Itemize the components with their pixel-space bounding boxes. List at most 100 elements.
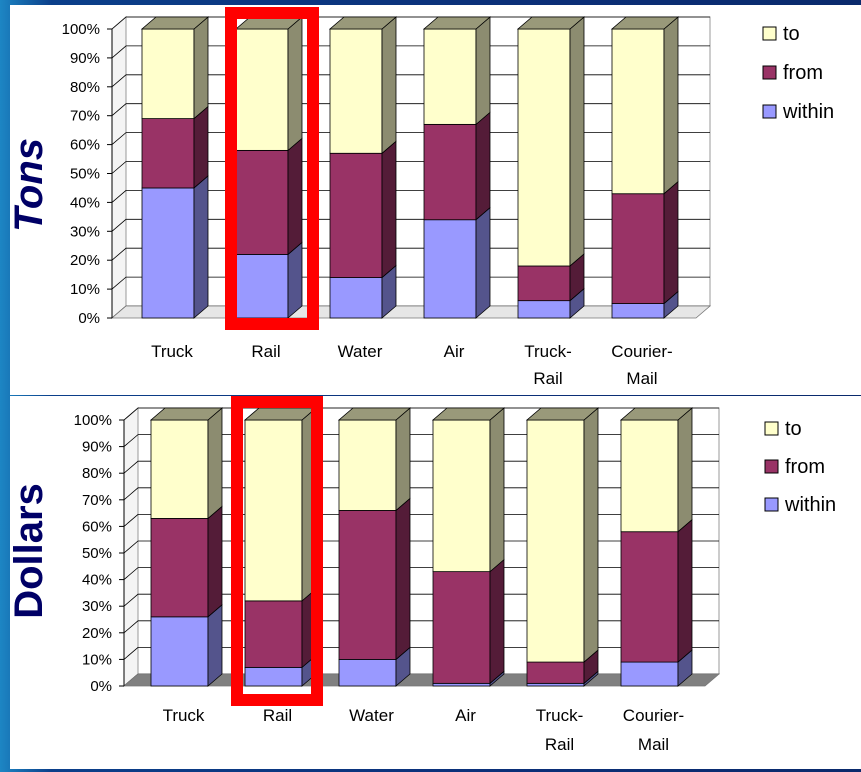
legend-label-from: from xyxy=(783,62,823,84)
y-tick-label: 90% xyxy=(82,439,112,456)
y-tick-label: 40% xyxy=(82,572,112,589)
chart-panel-tons: 0% 10% 20% 30% 40% 50% 60% 70% 80% 90% 100% Truck Ra… xyxy=(7,5,861,395)
legend-swatch-within xyxy=(762,104,777,119)
bar-front xyxy=(423,123,477,221)
bar-front xyxy=(620,531,679,663)
bar-front xyxy=(338,419,397,511)
bar-from-courier-mail xyxy=(611,180,679,305)
gridline xyxy=(111,45,710,59)
bar-front xyxy=(338,510,397,660)
x-category-label: Truck- xyxy=(524,342,572,361)
x-category-label: Air xyxy=(444,342,465,361)
bar-front xyxy=(620,419,679,533)
bar-front xyxy=(611,28,665,195)
bar-top-air xyxy=(422,16,492,30)
legend-label-from: from xyxy=(785,456,825,478)
bar-side xyxy=(193,16,209,120)
y-tick-label: 0% xyxy=(78,310,100,327)
gridline xyxy=(123,460,719,474)
x-category-label: Rail xyxy=(533,369,562,388)
bar-front xyxy=(150,616,209,687)
bar-from-water xyxy=(329,140,397,279)
bar-front xyxy=(611,303,665,319)
y-tick-label: 50% xyxy=(70,166,100,183)
bar-front xyxy=(432,571,491,684)
bar-to-courier-mail xyxy=(620,407,693,533)
bar-front xyxy=(329,28,383,154)
gridline xyxy=(111,247,710,261)
bar-side xyxy=(489,407,505,573)
y-tick-label: 70% xyxy=(70,108,100,125)
legend-label-to: to xyxy=(785,418,802,440)
bar-to-air xyxy=(423,16,491,126)
gridline xyxy=(111,132,710,145)
gridline xyxy=(123,540,719,554)
y-tick-label: 10% xyxy=(70,281,100,298)
x-category-label: Mail xyxy=(638,735,669,754)
bar-side xyxy=(583,407,599,663)
highlight-box-rail xyxy=(225,7,319,330)
bar-to-courier-mail xyxy=(611,16,679,195)
legend-label-to: to xyxy=(783,23,800,45)
y-tick-label: 40% xyxy=(70,194,100,211)
bar-from-courier-mail xyxy=(620,518,693,663)
bar-side xyxy=(193,105,209,189)
bar-side xyxy=(381,16,397,155)
y-tick-label: 80% xyxy=(70,79,100,96)
x-category-label: Rail xyxy=(251,342,280,361)
bar-front xyxy=(526,661,585,684)
legend-swatch-from xyxy=(764,459,779,474)
y-tick-label: 0% xyxy=(90,678,112,695)
legend-swatch-to xyxy=(762,26,777,41)
gridline xyxy=(123,567,719,580)
bar-front xyxy=(244,666,303,687)
bar-front xyxy=(141,118,195,189)
bar-front xyxy=(150,419,209,519)
bar-front xyxy=(329,277,383,319)
y-tick-label: 60% xyxy=(70,137,100,154)
y-tick-label: 10% xyxy=(82,651,112,668)
bar-front xyxy=(141,187,195,319)
bar-within-truck-rail xyxy=(526,670,599,687)
bar-side xyxy=(207,505,223,618)
gridline xyxy=(123,514,719,527)
bar-front xyxy=(329,152,383,278)
bar-front xyxy=(423,28,477,125)
bar-side xyxy=(287,241,303,319)
bar-within-water xyxy=(338,646,411,687)
bar-to-air xyxy=(432,407,505,573)
gridline xyxy=(123,647,719,660)
bar-within-air xyxy=(423,206,491,319)
bar-side xyxy=(287,16,303,152)
bar-from-truck-rail xyxy=(526,649,599,685)
bar-top-truck-rail xyxy=(516,16,586,30)
legend-label-within: within xyxy=(782,101,834,123)
bar-within-courier-mail xyxy=(611,290,679,319)
bar-front xyxy=(235,254,289,319)
bar-to-rail xyxy=(244,407,317,602)
y-tick-label: 20% xyxy=(70,252,100,269)
bar-side xyxy=(395,497,411,661)
bar-front xyxy=(423,219,477,319)
bar-front xyxy=(517,28,571,267)
bar-from-truck xyxy=(150,505,223,618)
bar-from-air xyxy=(432,558,505,685)
bar-front xyxy=(235,28,289,151)
x-category-label: Courier- xyxy=(611,342,672,361)
bar-front xyxy=(517,265,571,302)
y-tick-label: 20% xyxy=(82,625,112,642)
bar-front xyxy=(526,419,585,663)
bar-side xyxy=(677,407,693,533)
highlight-box-rail xyxy=(231,396,323,706)
gridline xyxy=(111,161,710,174)
x-category-label: Courier- xyxy=(623,706,684,725)
x-category-label: Water xyxy=(349,706,394,725)
bar-side xyxy=(663,16,679,195)
bar-side xyxy=(677,518,693,663)
bar-side xyxy=(475,16,491,126)
bar-top-truck-rail xyxy=(525,407,600,421)
bar-side xyxy=(287,137,303,256)
bar-top-air xyxy=(431,407,506,421)
bar-front xyxy=(338,659,397,687)
gridline xyxy=(111,189,710,203)
